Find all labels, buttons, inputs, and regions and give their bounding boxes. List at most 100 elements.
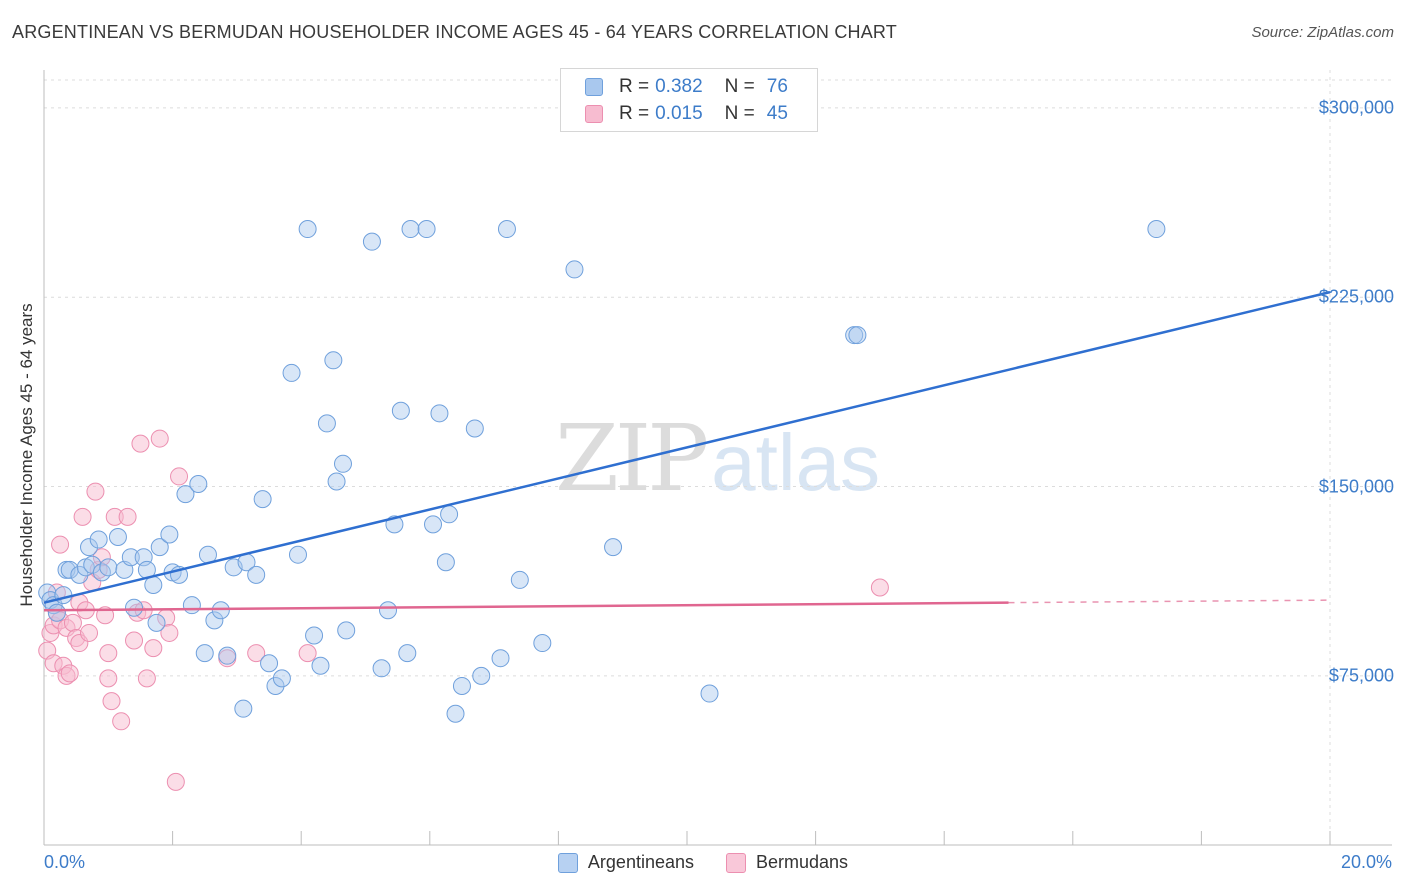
bermudans-trend-extension	[1008, 599, 1331, 604]
trend-lines	[43, 290, 1331, 612]
argentineans-point	[266, 676, 285, 695]
argentineans-point	[288, 545, 307, 564]
argentineans-point	[398, 644, 417, 663]
bottom-legend-bermudans: Bermudans	[726, 852, 848, 873]
y-axis-label-wrap: Householder Income Ages 45 - 64 years	[14, 70, 40, 840]
legend-n-value: 45	[766, 103, 788, 124]
bermudans-point	[298, 644, 317, 663]
argentineans-point	[424, 515, 443, 534]
argentineans-point	[125, 598, 144, 617]
argentineans-point	[253, 490, 272, 509]
bermudans-point	[99, 644, 118, 663]
argentineans-point	[700, 684, 719, 703]
bermudans-point	[51, 535, 70, 554]
argentineans-point	[89, 530, 108, 549]
chart-title: ARGENTINEAN VS BERMUDAN HOUSEHOLDER INCO…	[12, 22, 897, 42]
bermudans-point	[80, 623, 99, 642]
bermudans-point	[150, 429, 169, 448]
argentineans-point	[465, 419, 484, 438]
bottom-legend-swatch-pink	[726, 852, 746, 873]
argentineans-point	[121, 548, 140, 567]
argentineans-point	[260, 654, 279, 673]
argentineans-point	[189, 475, 208, 494]
argentineans-point	[205, 611, 224, 630]
argentineans-trend-line	[43, 290, 1331, 604]
bermudans-point	[99, 669, 118, 688]
argentineans-point	[176, 485, 195, 504]
argentineans-point	[47, 603, 66, 622]
bermudans-point	[170, 467, 189, 486]
argentineans-points	[38, 220, 1166, 723]
argentineans-point	[70, 565, 89, 584]
bottom-legend-argentineans: Argentineans	[557, 852, 694, 873]
bermudans-point	[73, 507, 92, 526]
legend-row-bermudans: R = 0.015 N = 45	[585, 101, 788, 127]
bermudans-point	[118, 507, 137, 526]
argentineans-point	[440, 505, 459, 524]
argentineans-point	[182, 596, 201, 615]
x-tick-label-max: 20.0%	[1340, 852, 1392, 872]
y-tick-label: $225,000	[1318, 286, 1394, 307]
bermudans-point	[60, 664, 79, 683]
argentineans-point	[60, 560, 79, 579]
argentineans-point	[211, 601, 230, 620]
grid-lines	[44, 70, 1392, 845]
argentineans-point	[80, 538, 99, 557]
argentineans-point	[305, 626, 324, 645]
argentineans-point	[472, 666, 491, 685]
argentineans-point	[391, 401, 410, 420]
legend-n-label: N =	[724, 76, 755, 97]
bermudans-point	[144, 639, 163, 658]
legend-swatch-pink	[585, 105, 603, 123]
argentineans-point	[298, 220, 317, 239]
bermudans-point	[137, 669, 156, 688]
legend-r-label: R =	[619, 103, 650, 124]
argentineans-point	[510, 570, 529, 589]
argentineans-point	[379, 601, 398, 620]
bermudans-point	[247, 644, 266, 663]
bermudans-point	[160, 623, 179, 642]
watermark-atlas: atlas	[711, 418, 881, 507]
argentineans-point	[446, 704, 465, 723]
argentineans-point	[333, 454, 352, 473]
argentineans-point	[565, 260, 584, 279]
bermudans-point	[102, 692, 121, 711]
argentineans-point	[147, 613, 166, 632]
axes	[43, 70, 1392, 846]
argentineans-point	[317, 414, 336, 433]
argentineans-point	[491, 649, 510, 668]
argentineans-point	[362, 232, 381, 251]
bermudans-point	[166, 772, 185, 791]
argentineans-point	[604, 538, 623, 557]
argentineans-point	[324, 351, 343, 370]
argentineans-point	[54, 586, 73, 605]
bermudans-point	[63, 613, 82, 632]
x-tick-label-min: 0.0%	[44, 852, 86, 872]
bermudans-point	[125, 631, 144, 650]
y-tick-label: $75,000	[1328, 665, 1394, 686]
legend-r-value: 0.015	[655, 103, 703, 124]
argentineans-point	[372, 659, 391, 678]
bottom-legend-label: Bermudans	[756, 852, 849, 872]
legend: R = 0.382 N = 76 R = 0.015 N = 45	[560, 68, 818, 132]
legend-swatch-blue	[585, 78, 603, 96]
bermudans-point	[86, 482, 105, 501]
bermudans-point	[112, 712, 131, 731]
argentineans-point	[430, 404, 449, 423]
argentineans-point	[144, 575, 163, 594]
argentineans-point	[1147, 220, 1166, 239]
watermark: ZIPatlas	[555, 405, 880, 512]
argentineans-point	[401, 220, 420, 239]
watermark-zip: ZIP	[555, 405, 709, 512]
argentineans-point	[150, 538, 169, 557]
argentineans-point	[848, 326, 867, 345]
argentineans-point	[311, 656, 330, 675]
legend-row-argentineans: R = 0.382 N = 76	[585, 74, 788, 100]
argentineans-point	[195, 644, 214, 663]
legend-n-value: 76	[766, 76, 788, 97]
argentineans-point	[497, 220, 516, 239]
argentineans-point	[337, 621, 356, 640]
bermudans-point	[92, 548, 111, 567]
argentineans-point	[533, 634, 552, 653]
